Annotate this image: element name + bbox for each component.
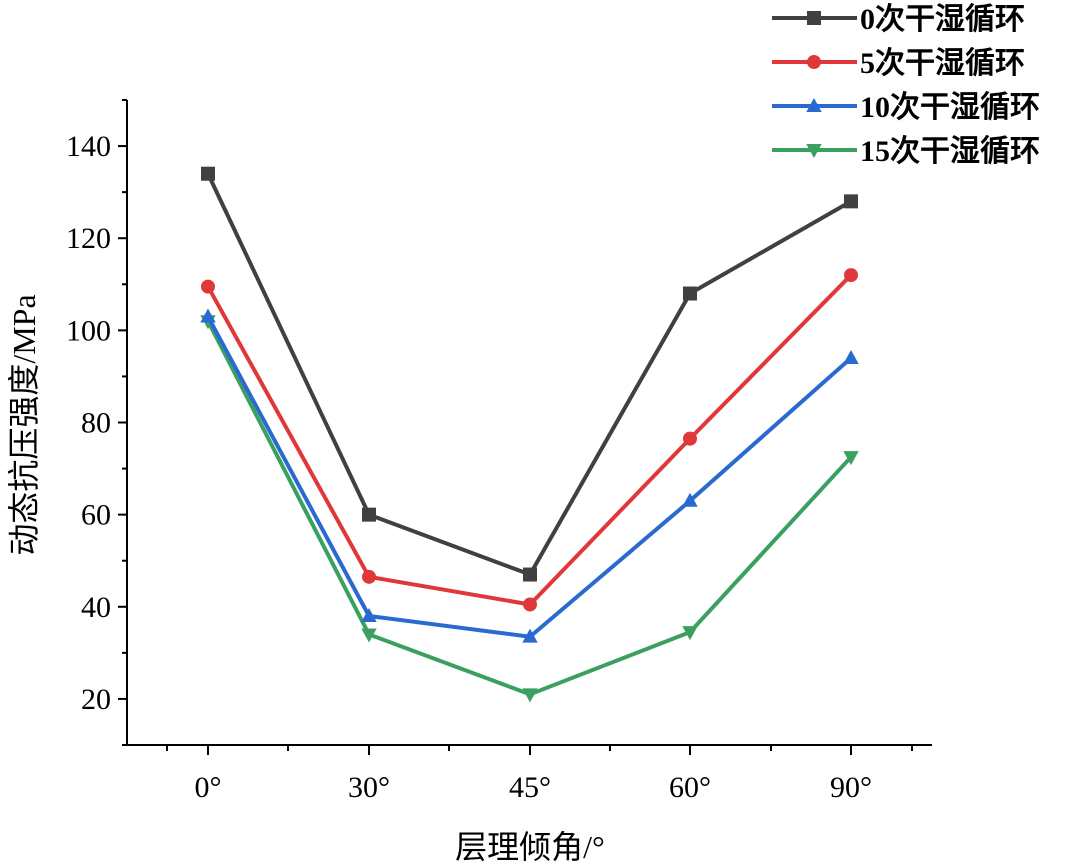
point-marker-circle xyxy=(201,279,215,294)
y-tick-label: 40 xyxy=(81,591,111,624)
series-group xyxy=(200,166,859,703)
point-marker-square xyxy=(201,166,215,181)
series-line xyxy=(206,273,853,607)
point-marker-circle xyxy=(523,597,537,612)
point-marker-circle xyxy=(807,55,821,69)
legend-label: 15次干湿循环 xyxy=(860,135,1040,168)
legend-label: 10次干湿循环 xyxy=(860,91,1040,124)
legend-item: 10次干湿循环 xyxy=(772,91,1040,124)
y-tick-label: 60 xyxy=(81,499,111,532)
point-marker-circle xyxy=(362,569,376,584)
legend-label: 0次干湿循环 xyxy=(860,3,1025,36)
legend: 0次干湿循环 5次干湿循环 10次干湿循环 15次干湿循环 xyxy=(772,3,1040,168)
x-tick-label: 45° xyxy=(509,771,551,804)
point-marker-triangle-up xyxy=(682,492,698,507)
x-axis-title: 层理倾角/° xyxy=(455,829,605,865)
point-marker-triangle-down xyxy=(806,144,822,159)
y-tick-label: 80 xyxy=(81,407,111,440)
point-marker-triangle-down xyxy=(361,628,377,643)
x-tick-label: 90° xyxy=(830,771,872,804)
legend-item: 5次干湿循环 xyxy=(772,47,1025,80)
point-marker-triangle-down xyxy=(522,688,538,703)
series-circle xyxy=(201,268,858,612)
point-marker-triangle-up xyxy=(522,628,538,643)
point-marker-triangle-down xyxy=(682,626,698,641)
point-marker-square xyxy=(523,567,537,582)
series-square xyxy=(201,166,858,582)
x-tick-label: 60° xyxy=(669,771,711,804)
axes xyxy=(126,100,932,746)
point-marker-triangle-up xyxy=(200,308,216,323)
point-marker-triangle-up xyxy=(361,607,377,622)
y-tick-label: 20 xyxy=(81,683,111,716)
legend-item: 15次干湿循环 xyxy=(772,135,1040,168)
y-tick-label: 120 xyxy=(66,222,111,255)
x-tick-label: 30° xyxy=(348,771,390,804)
series-line xyxy=(206,315,853,639)
point-marker-triangle-up xyxy=(806,97,822,112)
point-marker-square xyxy=(362,507,376,522)
series-triangle-down xyxy=(200,315,859,703)
x-axis-ticks: 0° 30° 45° 60° 90° xyxy=(166,745,913,804)
point-marker-square xyxy=(807,11,821,25)
point-marker-circle xyxy=(844,268,858,283)
y-tick-label: 100 xyxy=(66,314,111,347)
legend-item: 0次干湿循环 xyxy=(772,3,1025,36)
point-marker-triangle-up xyxy=(843,349,859,364)
y-axis-ticks: 20 40 60 80 100 120 140 xyxy=(66,99,127,746)
point-marker-triangle-down xyxy=(843,451,859,466)
series-triangle-up xyxy=(200,308,859,643)
x-tick-label: 0° xyxy=(195,771,222,804)
point-marker-square xyxy=(844,194,858,209)
point-marker-square xyxy=(683,286,697,301)
y-axis-title: 动态抗压强度/MPa xyxy=(6,294,42,555)
legend-label: 5次干湿循环 xyxy=(860,47,1025,80)
y-tick-label: 140 xyxy=(66,130,111,163)
point-marker-circle xyxy=(683,431,697,446)
